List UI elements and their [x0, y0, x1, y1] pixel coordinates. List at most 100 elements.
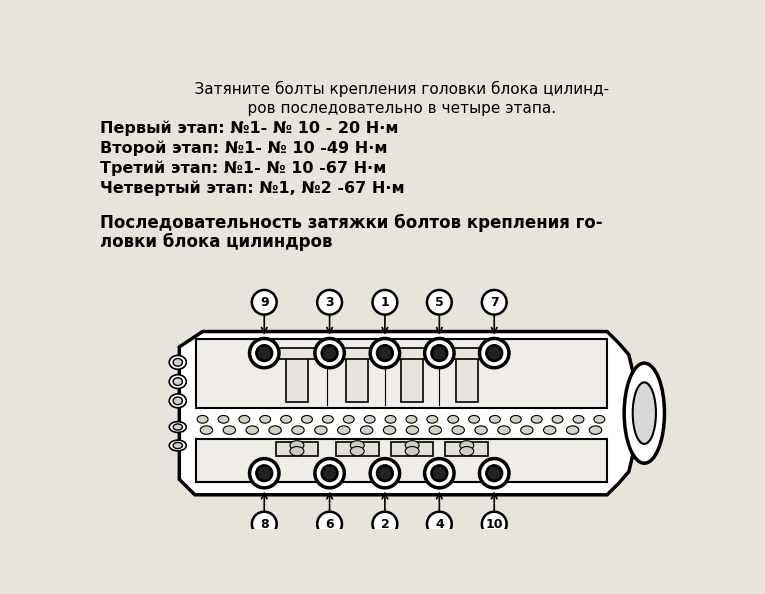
Ellipse shape	[475, 426, 487, 434]
Ellipse shape	[169, 394, 187, 407]
Ellipse shape	[169, 375, 187, 388]
Text: Первый этап: №1- № 10 - 20 Н·м: Первый этап: №1- № 10 - 20 Н·м	[99, 121, 398, 136]
Ellipse shape	[173, 397, 182, 405]
Ellipse shape	[460, 441, 474, 450]
Ellipse shape	[343, 415, 354, 423]
Bar	[402, 352, 423, 402]
Ellipse shape	[169, 422, 187, 432]
Ellipse shape	[260, 415, 271, 423]
Ellipse shape	[239, 415, 249, 423]
Ellipse shape	[469, 415, 480, 423]
Ellipse shape	[173, 378, 182, 386]
Ellipse shape	[406, 426, 418, 434]
Bar	[347, 352, 368, 402]
Circle shape	[249, 459, 279, 488]
Bar	[456, 352, 477, 402]
Circle shape	[427, 290, 452, 315]
Text: Последовательность затяжки болтов крепления го-: Последовательность затяжки болтов крепле…	[99, 214, 602, 232]
Ellipse shape	[281, 415, 291, 423]
Ellipse shape	[290, 447, 304, 456]
Ellipse shape	[405, 441, 419, 450]
Circle shape	[315, 339, 344, 368]
Bar	[275, 349, 319, 359]
Ellipse shape	[350, 441, 364, 450]
Circle shape	[315, 459, 344, 488]
Ellipse shape	[350, 447, 364, 456]
Text: 1: 1	[380, 296, 389, 309]
Ellipse shape	[490, 415, 500, 423]
Text: 5: 5	[435, 296, 444, 309]
Text: 8: 8	[260, 517, 269, 530]
Circle shape	[431, 345, 447, 361]
Circle shape	[252, 511, 277, 536]
Bar	[445, 349, 489, 359]
Ellipse shape	[498, 426, 510, 434]
Ellipse shape	[429, 426, 441, 434]
Ellipse shape	[633, 383, 656, 444]
Text: Третий этап: №1- № 10 -67 Н·м: Третий этап: №1- № 10 -67 Н·м	[99, 160, 386, 176]
Ellipse shape	[218, 415, 229, 423]
Circle shape	[487, 345, 502, 361]
Ellipse shape	[173, 359, 182, 366]
Ellipse shape	[200, 426, 213, 434]
Bar	[197, 438, 607, 482]
Text: 3: 3	[325, 296, 334, 309]
Circle shape	[377, 466, 392, 481]
Ellipse shape	[543, 426, 556, 434]
Ellipse shape	[624, 363, 665, 463]
Circle shape	[480, 459, 509, 488]
Ellipse shape	[301, 415, 312, 423]
Ellipse shape	[269, 426, 282, 434]
Text: Второй этап: №1- № 10 -49 Н·м: Второй этап: №1- № 10 -49 Н·м	[99, 141, 387, 156]
Ellipse shape	[323, 415, 334, 423]
Text: 9: 9	[260, 296, 269, 309]
Text: 7: 7	[490, 296, 499, 309]
Ellipse shape	[589, 426, 602, 434]
Ellipse shape	[427, 415, 438, 423]
Circle shape	[377, 345, 392, 361]
Circle shape	[373, 511, 397, 536]
Ellipse shape	[573, 415, 584, 423]
Ellipse shape	[552, 415, 563, 423]
Circle shape	[373, 290, 397, 315]
Text: ров последовательно в четыре этапа.: ров последовательно в четыре этапа.	[228, 100, 556, 116]
Circle shape	[425, 339, 454, 368]
Bar	[275, 442, 318, 456]
Text: Четвертый этап: №1, №2 -67 Н·м: Четвертый этап: №1, №2 -67 Н·м	[99, 181, 404, 196]
Ellipse shape	[290, 441, 304, 450]
Bar	[286, 352, 308, 402]
Ellipse shape	[197, 415, 208, 423]
Text: 10: 10	[486, 517, 503, 530]
Ellipse shape	[173, 443, 182, 448]
Circle shape	[487, 466, 502, 481]
Ellipse shape	[406, 415, 417, 423]
Text: 6: 6	[325, 517, 334, 530]
Circle shape	[425, 459, 454, 488]
Ellipse shape	[594, 415, 605, 423]
Circle shape	[256, 345, 272, 361]
Ellipse shape	[521, 426, 533, 434]
Ellipse shape	[223, 426, 236, 434]
Ellipse shape	[405, 447, 419, 456]
Circle shape	[322, 345, 337, 361]
Ellipse shape	[173, 424, 182, 430]
Ellipse shape	[246, 426, 259, 434]
Ellipse shape	[364, 415, 375, 423]
Circle shape	[322, 466, 337, 481]
Ellipse shape	[291, 426, 304, 434]
Bar	[336, 442, 379, 456]
Circle shape	[317, 290, 342, 315]
Circle shape	[480, 339, 509, 368]
Circle shape	[370, 339, 399, 368]
Bar	[445, 442, 488, 456]
Ellipse shape	[169, 440, 187, 451]
Ellipse shape	[566, 426, 579, 434]
Text: Затяните болты крепления головки блока цилинд-: Затяните болты крепления головки блока ц…	[175, 81, 609, 97]
Ellipse shape	[314, 426, 327, 434]
Ellipse shape	[360, 426, 373, 434]
Ellipse shape	[448, 415, 458, 423]
Bar	[391, 442, 434, 456]
Bar	[390, 349, 434, 359]
Bar	[336, 349, 379, 359]
Text: ловки блока цилиндров: ловки блока цилиндров	[99, 233, 332, 251]
